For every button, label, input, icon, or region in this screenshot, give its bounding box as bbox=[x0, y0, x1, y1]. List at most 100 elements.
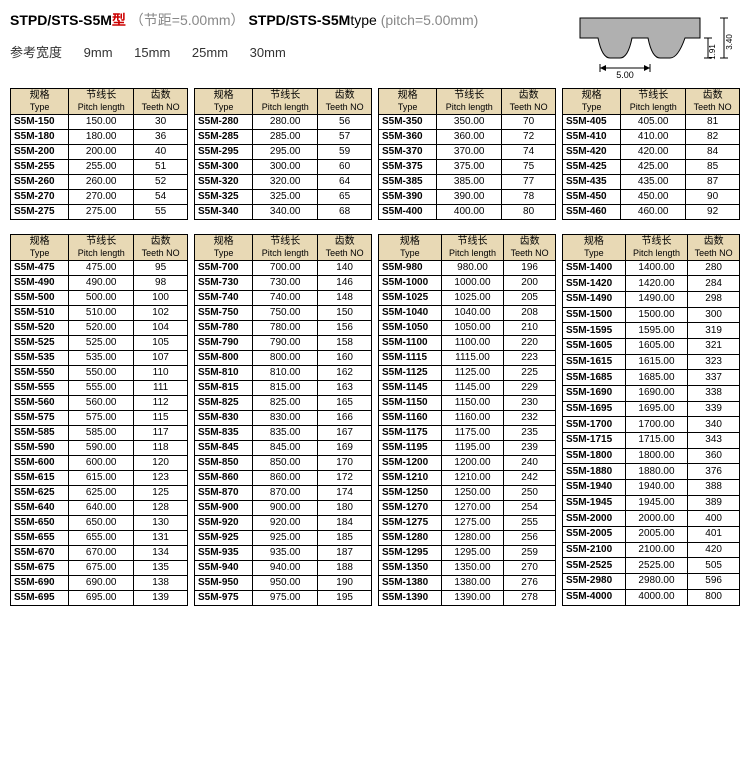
spec-row: S5M-280280.0056 bbox=[195, 114, 372, 129]
cell-pitch: 1125.00 bbox=[441, 365, 504, 380]
cell-teeth: 110 bbox=[134, 365, 188, 380]
spec-row: S5M-740740.00148 bbox=[195, 290, 372, 305]
cell-type: S5M-920 bbox=[195, 515, 253, 530]
spec-row: S5M-300300.0060 bbox=[195, 159, 372, 174]
cell-teeth: 150 bbox=[318, 305, 372, 320]
col-header: 节线长Pitch length bbox=[437, 89, 502, 115]
cell-teeth: 188 bbox=[318, 560, 372, 575]
cell-pitch: 325.00 bbox=[253, 189, 318, 204]
spec-row: S5M-275275.0055 bbox=[11, 204, 188, 219]
cell-teeth: 68 bbox=[318, 204, 372, 219]
cell-teeth: 220 bbox=[504, 335, 556, 350]
spec-tables-section-1: 规格Type节线长Pitch length齿数Teeth NOS5M-15015… bbox=[10, 88, 740, 220]
cell-teeth: 70 bbox=[502, 114, 556, 129]
cell-teeth: 104 bbox=[134, 320, 188, 335]
spec-row: S5M-825825.00165 bbox=[195, 395, 372, 410]
cell-teeth: 74 bbox=[502, 144, 556, 159]
cell-teeth: 319 bbox=[688, 323, 740, 339]
cell-teeth: 170 bbox=[318, 455, 372, 470]
cell-teeth: 321 bbox=[688, 338, 740, 354]
cell-pitch: 1350.00 bbox=[441, 560, 504, 575]
spec-row: S5M-590590.00118 bbox=[11, 440, 188, 455]
cell-teeth: 57 bbox=[318, 129, 372, 144]
cell-type: S5M-1025 bbox=[379, 290, 442, 305]
col-header: 节线长Pitch length bbox=[69, 89, 134, 115]
cell-pitch: 550.00 bbox=[69, 365, 134, 380]
spec-row: S5M-16851685.00337 bbox=[563, 370, 740, 386]
cell-type: S5M-1115 bbox=[379, 350, 442, 365]
spec-table: 规格Type节线长Pitch length齿数Teeth NOS5M-70070… bbox=[194, 234, 372, 606]
cell-type: S5M-1400 bbox=[563, 260, 626, 276]
spec-row: S5M-21002100.00420 bbox=[563, 542, 740, 558]
spec-row: S5M-16151615.00323 bbox=[563, 354, 740, 370]
cell-pitch: 950.00 bbox=[253, 575, 318, 590]
cell-teeth: 240 bbox=[504, 455, 556, 470]
cell-teeth: 256 bbox=[504, 530, 556, 545]
col-header: 节线长Pitch length bbox=[69, 234, 134, 260]
cell-teeth: 65 bbox=[318, 189, 372, 204]
cell-teeth: 111 bbox=[134, 380, 188, 395]
col-header: 规格Type bbox=[379, 234, 442, 260]
spec-row: S5M-11451145.00229 bbox=[379, 380, 556, 395]
cell-type: S5M-180 bbox=[11, 129, 69, 144]
cell-teeth: 232 bbox=[504, 410, 556, 425]
spec-row: S5M-13901390.00278 bbox=[379, 590, 556, 605]
cell-type: S5M-385 bbox=[379, 174, 437, 189]
cell-pitch: 690.00 bbox=[69, 575, 134, 590]
cell-pitch: 525.00 bbox=[69, 335, 134, 350]
spec-row: S5M-11751175.00235 bbox=[379, 425, 556, 440]
cell-type: S5M-1125 bbox=[379, 365, 442, 380]
cell-pitch: 700.00 bbox=[253, 260, 318, 275]
cell-type: S5M-900 bbox=[195, 500, 253, 515]
spec-row: S5M-17001700.00340 bbox=[563, 417, 740, 433]
cell-teeth: 229 bbox=[504, 380, 556, 395]
cell-type: S5M-300 bbox=[195, 159, 253, 174]
spec-row: S5M-870870.00174 bbox=[195, 485, 372, 500]
cell-pitch: 655.00 bbox=[69, 530, 134, 545]
cell-type: S5M-150 bbox=[11, 114, 69, 129]
cell-teeth: 80 bbox=[502, 204, 556, 219]
cell-pitch: 520.00 bbox=[69, 320, 134, 335]
cell-teeth: 92 bbox=[686, 204, 740, 219]
cell-teeth: 401 bbox=[688, 527, 740, 543]
cell-pitch: 1615.00 bbox=[625, 354, 688, 370]
spec-row: S5M-12101210.00242 bbox=[379, 470, 556, 485]
cell-type: S5M-655 bbox=[11, 530, 69, 545]
spec-row: S5M-12801280.00256 bbox=[379, 530, 556, 545]
cell-pitch: 320.00 bbox=[253, 174, 318, 189]
spec-row: S5M-815815.00163 bbox=[195, 380, 372, 395]
cell-pitch: 1605.00 bbox=[625, 338, 688, 354]
cell-pitch: 1295.00 bbox=[441, 545, 504, 560]
spec-row: S5M-11501150.00230 bbox=[379, 395, 556, 410]
cell-teeth: 239 bbox=[504, 440, 556, 455]
cell-type: S5M-1200 bbox=[379, 455, 442, 470]
spec-row: S5M-11001100.00220 bbox=[379, 335, 556, 350]
col-header: 规格Type bbox=[11, 89, 69, 115]
spec-row: S5M-12701270.00254 bbox=[379, 500, 556, 515]
cell-teeth: 78 bbox=[502, 189, 556, 204]
cell-pitch: 830.00 bbox=[253, 410, 318, 425]
cell-pitch: 935.00 bbox=[253, 545, 318, 560]
cell-pitch: 790.00 bbox=[253, 335, 318, 350]
cell-pitch: 975.00 bbox=[253, 590, 318, 605]
cell-teeth: 300 bbox=[688, 307, 740, 323]
cell-teeth: 280 bbox=[688, 260, 740, 276]
spec-table: 规格Type节线长Pitch length齿数Teeth NOS5M-47547… bbox=[10, 234, 188, 606]
spec-table: 规格Type节线长Pitch length齿数Teeth NOS5M-15015… bbox=[10, 88, 188, 220]
cell-pitch: 475.00 bbox=[69, 260, 134, 275]
spec-row: S5M-17151715.00343 bbox=[563, 432, 740, 448]
col-header: 规格Type bbox=[379, 89, 437, 115]
cell-type: S5M-275 bbox=[11, 204, 69, 219]
cell-teeth: 340 bbox=[688, 417, 740, 433]
type-en: type bbox=[350, 12, 376, 28]
cell-teeth: 259 bbox=[504, 545, 556, 560]
cell-pitch: 255.00 bbox=[69, 159, 134, 174]
cell-type: S5M-740 bbox=[195, 290, 253, 305]
spec-row: S5M-490490.0098 bbox=[11, 275, 188, 290]
spec-row: S5M-20052005.00401 bbox=[563, 527, 740, 543]
cell-teeth: 102 bbox=[134, 305, 188, 320]
spec-row: S5M-20002000.00400 bbox=[563, 511, 740, 527]
spec-row: S5M-14901490.00298 bbox=[563, 291, 740, 307]
cell-type: S5M-870 bbox=[195, 485, 253, 500]
spec-row: S5M-16901690.00338 bbox=[563, 385, 740, 401]
